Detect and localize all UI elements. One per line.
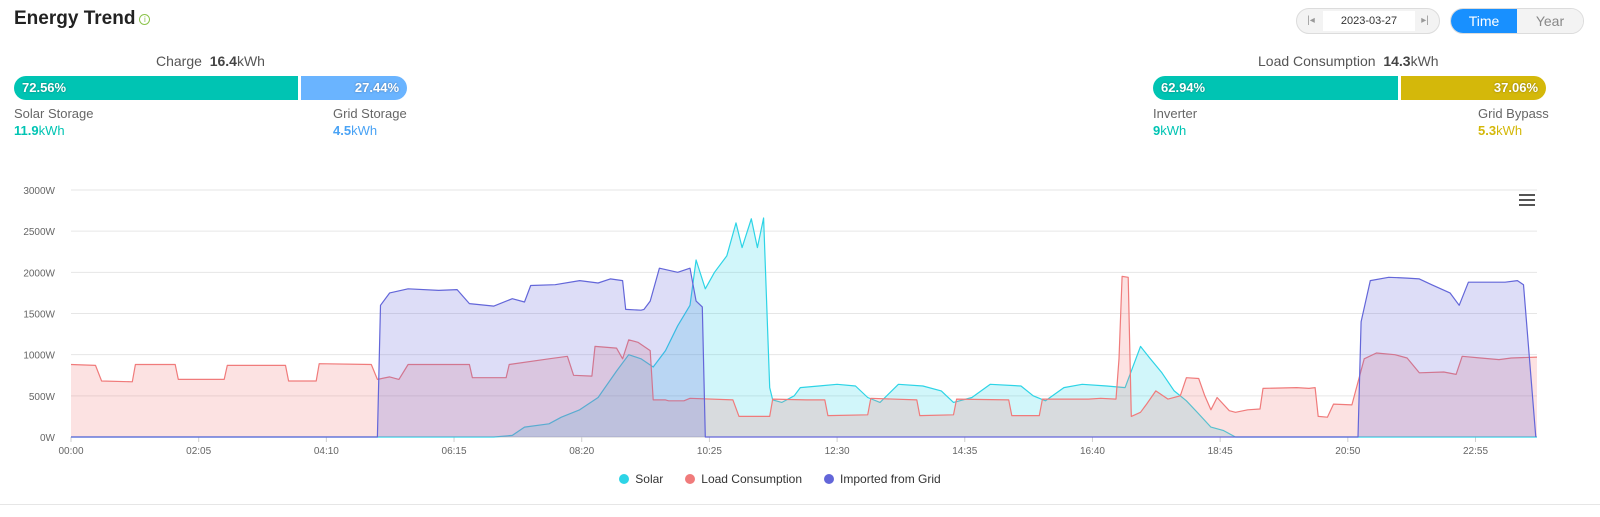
- solar-storage-bar: 72.56%: [14, 76, 298, 100]
- date-input[interactable]: [1323, 11, 1415, 31]
- grid-bypass-bar: 37.06%: [1401, 76, 1546, 100]
- x-tick-label: 06:15: [442, 446, 467, 457]
- mode-toggle: Time Year: [1450, 8, 1584, 34]
- solar-line: [71, 217, 1537, 438]
- y-tick-label: 1000W: [23, 351, 55, 362]
- legend-solar[interactable]: Solar: [619, 472, 663, 486]
- charge-label: Charge: [156, 53, 202, 69]
- grid-storage-value: 4.5kWh: [333, 123, 378, 138]
- x-tick-label: 18:45: [1208, 446, 1233, 457]
- solar-area: [71, 218, 1537, 437]
- charge-total: 16.4: [209, 53, 237, 69]
- grid-storage-label: Grid Storage: [333, 106, 407, 121]
- legend-dot: [619, 474, 630, 484]
- y-tick-label: 500W: [29, 392, 56, 403]
- load-summary-heading: Load Consumption 14.3kWh: [1258, 53, 1439, 69]
- solar-storage-value: 11.9kWh: [14, 123, 65, 138]
- x-tick-label: 12:30: [825, 446, 850, 457]
- imported-grid-area: [71, 268, 1536, 437]
- x-tick-label: 02:05: [186, 446, 211, 457]
- y-tick-label: 0W: [40, 433, 56, 444]
- x-tick-label: 00:00: [58, 446, 83, 457]
- load-consumption-area: [71, 276, 1537, 437]
- grid-bypass-value: 5.3kWh: [1478, 123, 1523, 138]
- legend-load-consumption[interactable]: Load Consumption: [685, 472, 802, 486]
- legend-label: Solar: [635, 472, 664, 486]
- energy-trend-chart: 0W 500W 1000W 1500W 2000W 2500W 3000W 00:00 02:0…: [23, 186, 1538, 457]
- y-tick-label: 2500W: [23, 227, 55, 238]
- inverter-label: Inverter: [1153, 106, 1198, 121]
- x-tick-label: 10:25: [697, 446, 722, 457]
- divider: [0, 504, 1600, 505]
- x-tick-label: 14:35: [952, 446, 977, 457]
- x-tick-label: 08:20: [569, 446, 594, 457]
- y-tick-label: 2000W: [23, 268, 55, 279]
- load-unit: kWh: [1410, 53, 1439, 69]
- chart-legend: Solar Load Consumption Imported from Grid: [0, 472, 1560, 486]
- inverter-value: 9kWh: [1153, 123, 1187, 138]
- legend-imported-from-grid[interactable]: Imported from Grid: [824, 472, 941, 486]
- y-tick-label: 1500W: [23, 310, 55, 321]
- hamburger-menu-icon[interactable]: [1519, 194, 1535, 208]
- x-tick-label: 16:40: [1080, 446, 1105, 457]
- legend-dot: [824, 474, 835, 484]
- page-title: Energy Trend i: [14, 8, 151, 30]
- charge-unit: kWh: [236, 53, 265, 69]
- charge-summary-heading: Charge 16.4kWh: [156, 53, 265, 69]
- skip-forward-icon[interactable]: ▸|: [1421, 15, 1429, 26]
- load-consumption-line: [70, 275, 1538, 418]
- grid-storage-bar: 27.44%: [301, 76, 407, 100]
- legend-label: Imported from Grid: [840, 472, 941, 486]
- x-tick-label: 22:55: [1463, 446, 1488, 457]
- x-tick-label: 20:50: [1335, 446, 1360, 457]
- info-icon[interactable]: i: [139, 14, 151, 25]
- time-button[interactable]: Time: [1451, 9, 1517, 33]
- legend-dot: [685, 474, 696, 484]
- imported-grid-line: [71, 267, 1537, 438]
- date-picker: |◂ ▸|: [1296, 8, 1440, 34]
- legend-label: Load Consumption: [701, 472, 803, 486]
- solar-storage-label: Solar Storage: [14, 106, 94, 121]
- load-label: Load Consumption: [1258, 53, 1376, 69]
- load-total: 14.3: [1383, 53, 1411, 69]
- year-button[interactable]: Year: [1517, 9, 1583, 33]
- x-tick-label: 04:10: [314, 446, 339, 457]
- grid-bypass-label: Grid Bypass: [1478, 106, 1549, 121]
- skip-back-icon[interactable]: |◂: [1307, 15, 1315, 26]
- inverter-bar: 62.94%: [1153, 76, 1398, 100]
- y-tick-label: 3000W: [23, 186, 55, 197]
